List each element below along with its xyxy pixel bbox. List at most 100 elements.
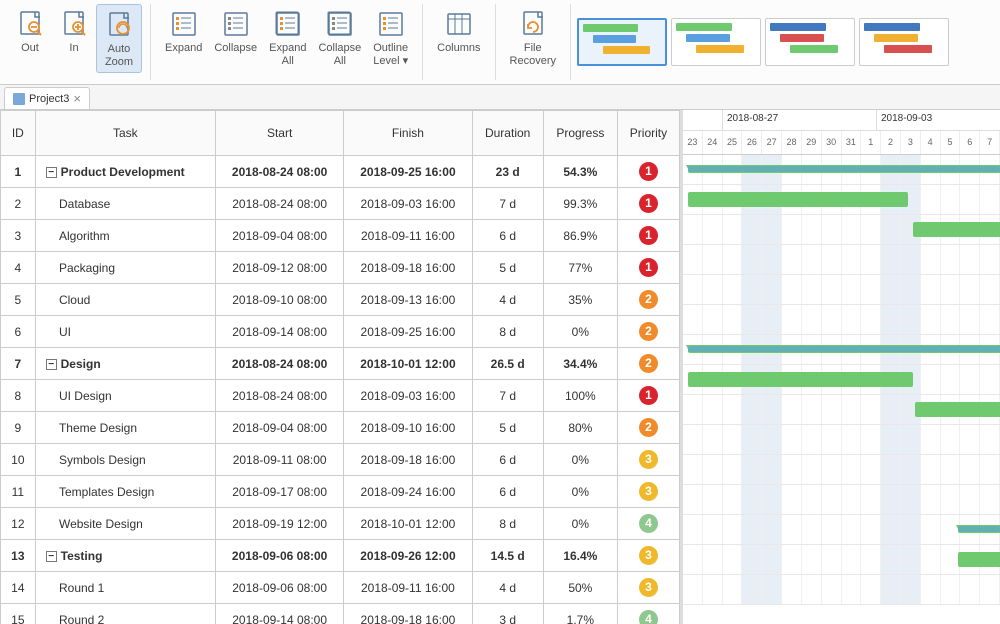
gantt-row[interactable]: [683, 215, 1000, 245]
timeline-day: 2: [881, 131, 901, 154]
cell-progress: 86.9%: [543, 220, 617, 252]
gantt-row[interactable]: [683, 335, 1000, 365]
task-row[interactable]: 8 UI Design 2018-08-24 08:00 2018-09-03 …: [1, 380, 680, 412]
cell-priority: 2: [617, 412, 679, 444]
cell-task: Website Design: [35, 508, 215, 540]
task-row[interactable]: 6 UI 2018-09-14 08:00 2018-09-25 16:00 8…: [1, 316, 680, 348]
cell-id: 15: [1, 604, 36, 624]
tab-label: Project3: [29, 93, 69, 105]
gantt-row[interactable]: [683, 425, 1000, 455]
cell-duration: 8 d: [472, 508, 543, 540]
gantt-row[interactable]: [683, 305, 1000, 335]
task-row[interactable]: 5 Cloud 2018-09-10 08:00 2018-09-13 16:0…: [1, 284, 680, 316]
gantt-row[interactable]: [683, 365, 1000, 395]
col-start[interactable]: Start: [215, 111, 343, 156]
cell-id: 2: [1, 188, 36, 220]
cell-priority: 3: [617, 444, 679, 476]
collapse-all-button[interactable]: CollapseAll: [312, 4, 367, 71]
expand-button[interactable]: Expand: [159, 4, 208, 59]
cell-id: 13: [1, 540, 36, 572]
collapse-toggle-icon[interactable]: −: [46, 359, 57, 370]
gantt-task-bar[interactable]: [688, 372, 913, 387]
cell-start: 2018-09-19 12:00: [215, 508, 343, 540]
gantt-row[interactable]: [683, 275, 1000, 305]
gantt-row[interactable]: [683, 245, 1000, 275]
collapse-toggle-icon[interactable]: −: [46, 167, 57, 178]
gantt-row[interactable]: [683, 545, 1000, 575]
task-row[interactable]: 4 Packaging 2018-09-12 08:00 2018-09-18 …: [1, 252, 680, 284]
timeline-week: 2018-08-27: [723, 110, 877, 130]
task-row[interactable]: 1 −Product Development 2018-08-24 08:00 …: [1, 156, 680, 188]
gantt-style-option-1[interactable]: [577, 18, 667, 66]
gantt-style-option-4[interactable]: [859, 18, 949, 66]
col-priority[interactable]: Priority: [617, 111, 679, 156]
gantt-task-bar[interactable]: [958, 552, 1000, 567]
gantt-row[interactable]: [683, 485, 1000, 515]
cell-finish: 2018-09-25 16:00: [344, 156, 472, 188]
auto-zoom-button[interactable]: AutoZoom: [96, 4, 142, 73]
expand-all-button[interactable]: ExpandAll: [263, 4, 312, 71]
col-duration[interactable]: Duration: [472, 111, 543, 156]
cell-priority: 3: [617, 476, 679, 508]
task-row[interactable]: 15 Round 2 2018-09-14 08:00 2018-09-18 1…: [1, 604, 680, 624]
file-recovery-button[interactable]: FileRecovery: [504, 4, 562, 71]
gantt-style-option-3[interactable]: [765, 18, 855, 66]
gantt-row[interactable]: [683, 155, 1000, 185]
gantt-task-bar[interactable]: [688, 192, 908, 207]
task-row[interactable]: 2 Database 2018-08-24 08:00 2018-09-03 1…: [1, 188, 680, 220]
task-row[interactable]: 11 Templates Design 2018-09-17 08:00 201…: [1, 476, 680, 508]
gantt-chart-pane[interactable]: 2018-08-272018-09-03 2324252627282930311…: [680, 110, 1000, 624]
gantt-row[interactable]: [683, 515, 1000, 545]
timeline-day: 27: [762, 131, 782, 154]
cell-task: Round 1: [35, 572, 215, 604]
col-task[interactable]: Task: [35, 111, 215, 156]
cell-priority: 2: [617, 348, 679, 380]
zoom-in-button[interactable]: In: [52, 4, 96, 59]
cell-progress: 0%: [543, 508, 617, 540]
cell-task: UI: [35, 316, 215, 348]
task-row[interactable]: 14 Round 1 2018-09-06 08:00 2018-09-11 1…: [1, 572, 680, 604]
timeline-header: 2018-08-272018-09-03 2324252627282930311…: [683, 110, 1000, 155]
collapse-toggle-icon[interactable]: −: [46, 551, 57, 562]
task-row[interactable]: 3 Algorithm 2018-09-04 08:00 2018-09-11 …: [1, 220, 680, 252]
zoom-out-button[interactable]: Out: [8, 4, 52, 59]
cell-id: 8: [1, 380, 36, 412]
task-row[interactable]: 9 Theme Design 2018-09-04 08:00 2018-09-…: [1, 412, 680, 444]
timeline-day: 3: [901, 131, 921, 154]
outline-level-button[interactable]: OutlineLevel ▾: [367, 4, 414, 71]
task-row[interactable]: 13 −Testing 2018-09-06 08:00 2018-09-26 …: [1, 540, 680, 572]
cell-priority: 2: [617, 284, 679, 316]
cell-start: 2018-09-14 08:00: [215, 316, 343, 348]
cell-start: 2018-09-04 08:00: [215, 412, 343, 444]
gantt-task-bar[interactable]: [915, 402, 1000, 417]
col-id[interactable]: ID: [1, 111, 36, 156]
cell-progress: 1.7%: [543, 604, 617, 624]
tab-project3[interactable]: Project3 ×: [4, 87, 90, 109]
close-icon[interactable]: ×: [73, 92, 81, 105]
task-row[interactable]: 10 Symbols Design 2018-09-11 08:00 2018-…: [1, 444, 680, 476]
gantt-style-option-2[interactable]: [671, 18, 761, 66]
gantt-row[interactable]: [683, 575, 1000, 605]
cell-duration: 5 d: [472, 412, 543, 444]
cell-priority: 4: [617, 508, 679, 540]
gantt-row[interactable]: [683, 455, 1000, 485]
gantt-row[interactable]: [683, 395, 1000, 425]
gantt-row[interactable]: [683, 185, 1000, 215]
task-table: IDTaskStartFinishDurationProgressPriorit…: [0, 110, 680, 624]
expand-all-icon: [272, 8, 304, 40]
columns-button[interactable]: Columns: [431, 4, 486, 59]
col-finish[interactable]: Finish: [344, 111, 472, 156]
cell-progress: 0%: [543, 476, 617, 508]
cell-duration: 6 d: [472, 444, 543, 476]
gantt-task-bar[interactable]: [913, 222, 1000, 237]
task-row[interactable]: 12 Website Design 2018-09-19 12:00 2018-…: [1, 508, 680, 540]
col-progress[interactable]: Progress: [543, 111, 617, 156]
task-row[interactable]: 7 −Design 2018-08-24 08:00 2018-10-01 12…: [1, 348, 680, 380]
task-table-pane[interactable]: IDTaskStartFinishDurationProgressPriorit…: [0, 110, 680, 624]
cell-duration: 3 d: [472, 604, 543, 624]
collapse-button[interactable]: Collapse: [208, 4, 263, 59]
cell-task: Algorithm: [35, 220, 215, 252]
file-recovery-icon: [517, 8, 549, 40]
timeline-day: 24: [703, 131, 723, 154]
collapse-icon: [220, 8, 252, 40]
